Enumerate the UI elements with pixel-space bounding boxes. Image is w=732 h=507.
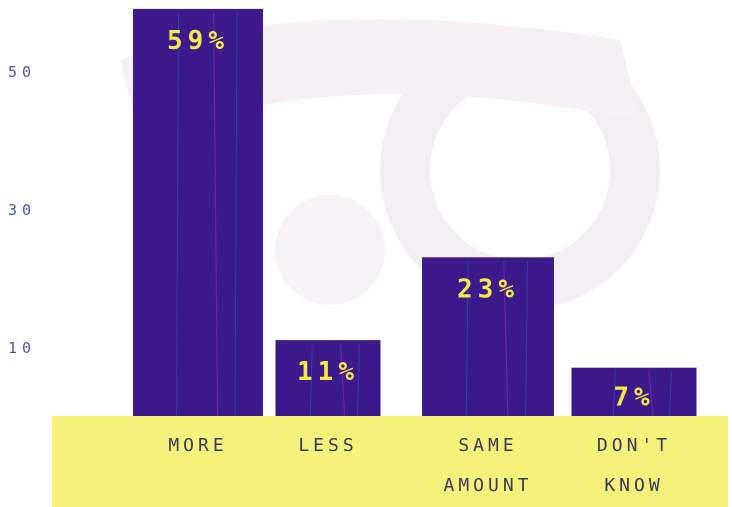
category-label: AMOUNT <box>443 475 532 496</box>
y-tick-label: 50 <box>8 63 36 81</box>
bar-texture-line <box>503 261 509 417</box>
y-tick-label: 30 <box>8 201 36 219</box>
y-tick-label: 10 <box>8 339 36 357</box>
bar-texture-line <box>234 12 238 417</box>
bar-texture-line <box>176 12 179 417</box>
bar-texture-line <box>525 261 529 417</box>
category-label: LESS <box>298 435 357 456</box>
bar-texture-line <box>340 344 346 417</box>
bar-texture-line <box>612 371 616 417</box>
category-label: MORE <box>168 435 227 456</box>
bar-value-label: 7% <box>613 383 654 413</box>
bar-3 <box>571 367 697 416</box>
bar-value-label: 59% <box>167 26 229 56</box>
category-band <box>52 416 728 507</box>
bar-1 <box>275 340 381 416</box>
bar-0 <box>133 8 263 417</box>
bar-texture-line <box>465 261 469 417</box>
category-label: KNOW <box>604 475 663 496</box>
bar-texture-line <box>648 371 654 417</box>
bar-2 <box>422 257 554 416</box>
bar-texture-line <box>213 12 219 417</box>
bar-texture-line <box>669 371 672 417</box>
bar-texture-line <box>357 344 360 417</box>
bar-value-label: 11% <box>297 357 359 387</box>
category-label: SAME <box>458 435 517 456</box>
bar-value-label: 23% <box>457 274 519 304</box>
bar-texture-line <box>309 344 313 417</box>
category-label: DON'T <box>597 435 671 456</box>
